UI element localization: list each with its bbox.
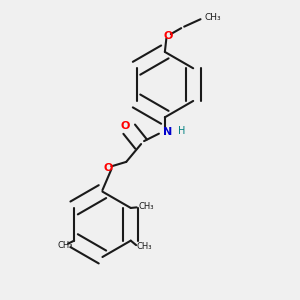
- Text: O: O: [163, 31, 172, 40]
- Text: O: O: [120, 121, 129, 131]
- Text: N: N: [163, 127, 172, 137]
- Text: CH₃: CH₃: [138, 202, 154, 211]
- Text: CH₃: CH₃: [137, 242, 152, 251]
- Text: CH₃: CH₃: [58, 241, 73, 250]
- Text: H: H: [178, 126, 185, 136]
- Text: CH₃: CH₃: [205, 13, 222, 22]
- Text: O: O: [104, 163, 113, 173]
